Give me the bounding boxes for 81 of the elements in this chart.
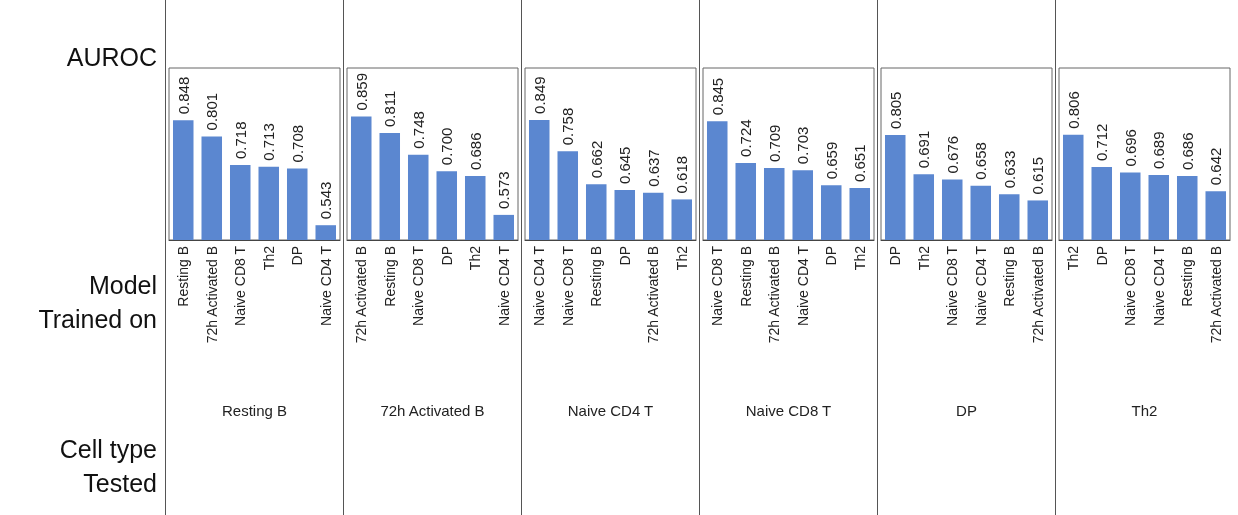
data-label: 0.718 bbox=[231, 121, 249, 160]
data-label: 0.806 bbox=[1064, 91, 1082, 129]
data-label: 0.811 bbox=[381, 90, 399, 128]
data-label: 0.849 bbox=[530, 76, 548, 114]
data-label: 0.543 bbox=[317, 181, 335, 220]
data-label: 0.662 bbox=[587, 140, 605, 179]
x-tick-label: Th2 bbox=[260, 245, 277, 271]
x-tick-label: Resting B bbox=[737, 246, 754, 307]
x-tick-label: Naive CD4 T bbox=[531, 245, 548, 326]
data-label: 0.645 bbox=[616, 146, 634, 185]
x-tick-label: 72h Activated B bbox=[1029, 246, 1046, 344]
x-tick-label: Resting B bbox=[588, 246, 605, 307]
data-label: 0.618 bbox=[673, 155, 691, 194]
data-label: 0.696 bbox=[1121, 129, 1139, 167]
data-label: 0.573 bbox=[495, 171, 513, 209]
x-tick-label: Th2 bbox=[673, 245, 690, 271]
x-tick-label: Th2 bbox=[915, 245, 932, 271]
data-label: 0.658 bbox=[972, 142, 990, 180]
x-tick-label: Naive CD8 T bbox=[232, 245, 249, 326]
x-tick-label: Naive CD4 T bbox=[495, 245, 512, 326]
x-tick-label: Resting B bbox=[381, 246, 398, 307]
x-tick-label: Naive CD8 T bbox=[944, 245, 961, 326]
data-label: 0.845 bbox=[708, 77, 726, 116]
data-label: 0.659 bbox=[822, 141, 840, 180]
data-label: 0.676 bbox=[943, 135, 961, 174]
x-tick-label: 72h Activated B bbox=[766, 246, 783, 344]
x-tick-label: Naive CD8 T bbox=[559, 245, 576, 326]
x-tick-label: Th2 bbox=[851, 245, 868, 271]
x-tick-label: DP bbox=[616, 246, 633, 266]
x-tick-label: Naive CD8 T bbox=[709, 245, 726, 326]
data-label: 0.651 bbox=[851, 144, 869, 183]
data-label: 0.615 bbox=[1029, 156, 1047, 195]
x-tick-label: Th2 bbox=[467, 245, 484, 271]
data-label: 0.805 bbox=[886, 91, 904, 130]
x-tick-label: DP bbox=[289, 246, 306, 266]
data-label: 0.748 bbox=[409, 111, 427, 149]
data-label: 0.724 bbox=[737, 119, 755, 157]
x-tick-label: Naive CD8 T bbox=[410, 245, 427, 326]
data-label: 0.686 bbox=[1178, 132, 1196, 171]
data-label: 0.848 bbox=[174, 76, 192, 115]
text: Cell type Tested bbox=[58, 434, 157, 499]
x-tick-label: DP bbox=[887, 246, 904, 266]
data-label: 0.642 bbox=[1207, 147, 1225, 186]
x-tick-label: Resting B bbox=[1001, 246, 1018, 307]
text: Th2 bbox=[1131, 402, 1158, 419]
data-label: 0.708 bbox=[288, 124, 306, 163]
x-tick-label: 72h Activated B bbox=[353, 246, 370, 344]
data-label: 0.859 bbox=[352, 72, 370, 111]
x-tick-label: Naive CD4 T bbox=[1150, 245, 1167, 326]
data-label: 0.691 bbox=[915, 130, 933, 169]
text: 72h Activated B bbox=[380, 402, 485, 419]
x-tick-label: 72h Activated B bbox=[203, 246, 220, 344]
data-label: 0.801 bbox=[203, 92, 221, 131]
data-label: 0.758 bbox=[559, 107, 577, 146]
x-tick-label: Naive CD4 T bbox=[972, 245, 989, 326]
x-axis-title: Model Trained on bbox=[37, 270, 157, 335]
x-tick-label: DP bbox=[438, 246, 455, 266]
data-label: 0.686 bbox=[466, 132, 484, 171]
x-tick-label: DP bbox=[1093, 246, 1110, 266]
data-label: 0.689 bbox=[1150, 131, 1168, 169]
x-tick-label: 72h Activated B bbox=[1207, 246, 1224, 344]
x-tick-label: Naive CD4 T bbox=[317, 245, 334, 326]
text: Resting B bbox=[221, 402, 288, 419]
text: DP bbox=[956, 402, 977, 419]
data-label: 0.633 bbox=[1000, 150, 1018, 189]
data-label: 0.713 bbox=[260, 123, 278, 161]
data-label: 0.703 bbox=[794, 126, 812, 165]
text: Naive CD8 T bbox=[745, 402, 832, 419]
y-axis-title: AUROC bbox=[66, 42, 157, 73]
data-label: 0.700 bbox=[438, 127, 456, 166]
x-tick-label: Resting B bbox=[175, 246, 192, 307]
x-tick-label: Naive CD8 T bbox=[1122, 245, 1139, 326]
x-tick-label: Naive CD4 T bbox=[794, 245, 811, 326]
x-tick-label: Resting B bbox=[1179, 246, 1196, 307]
data-label: 0.709 bbox=[765, 124, 783, 163]
text: Naive CD4 T bbox=[567, 402, 654, 419]
x-tick-label: 72h Activated B bbox=[645, 246, 662, 344]
data-label: 0.712 bbox=[1093, 123, 1111, 162]
x-tick-label: Th2 bbox=[1065, 245, 1082, 271]
data-label: 0.637 bbox=[644, 149, 662, 187]
x-tick-label: DP bbox=[823, 246, 840, 266]
